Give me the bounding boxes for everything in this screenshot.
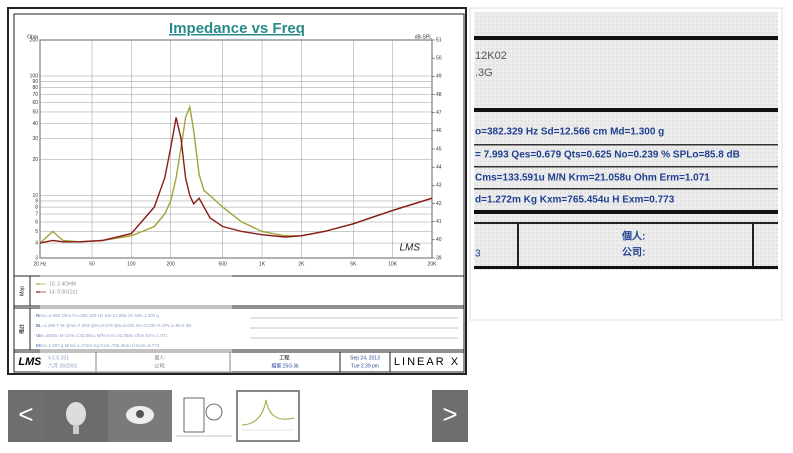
x-tick-label: 500 [218, 261, 227, 267]
prev-icon[interactable]: < [18, 399, 33, 429]
y-tick-label: 3 [35, 255, 38, 261]
x-tick-label: 20 Hz [33, 261, 47, 267]
y-tick-label: 40 [32, 121, 38, 127]
legend-entry: 10: 2.4OHM [49, 281, 76, 287]
y-tick-label: 9 [35, 198, 38, 204]
zoom-divider [752, 224, 754, 266]
y2-tick-label: 50 [436, 55, 442, 61]
zoom-rule [474, 166, 778, 168]
zoom-rule [474, 210, 778, 214]
zoom-text: Cms=133.591u M/N Krm=21.058u Ohm Erm=1.0… [475, 173, 710, 184]
legend-entry: 14: 0.0012x1 [49, 289, 78, 295]
y-tick-label: 90 [32, 79, 38, 85]
y-tick-label: 20 [32, 157, 38, 163]
y-tick-label: 7 [35, 211, 38, 217]
thumbnail[interactable] [172, 390, 236, 442]
y2-tick-label: 48 [436, 92, 442, 98]
zoom-text: o=382.329 Hz Sd=12.566 cm Md=1.300 g [475, 127, 664, 138]
y-tick-label: 30 [32, 136, 38, 142]
notes-label: 備註 [18, 324, 25, 334]
zoom-text: .3G [475, 67, 493, 79]
project: 工程: [279, 354, 290, 361]
x-tick-label: 200 [166, 261, 175, 267]
zoom-rule [474, 36, 778, 40]
x-tick-label: 5K [350, 261, 357, 267]
y2-tick-label: 40 [436, 237, 442, 243]
x-tick-label: 20K [428, 261, 438, 267]
footer [13, 351, 465, 373]
parameter-row: BL=4.286 T·M Qms=7.993 Qes=0.679 Qts=0.6… [36, 323, 191, 328]
y-tick-label: 10 [32, 193, 38, 199]
legend-label: Map [19, 286, 25, 296]
y-tick-label: 5 [35, 229, 38, 235]
thumbnail[interactable] [44, 390, 108, 442]
zoom-company: 公司: [622, 247, 645, 259]
parameter-row: Vas=2936u M Cms=133.591u M/N Krm=21.058u… [36, 333, 168, 338]
version: 4.5.0.331 [48, 355, 69, 361]
y-tick-label: 6 [35, 219, 38, 225]
legend-panel [13, 275, 465, 307]
time: Tue 2:39 pm [351, 363, 379, 369]
y-tick-label: 100 [30, 73, 39, 79]
y2-tick-label: 49 [436, 74, 442, 80]
zoom-text: = 7.993 Qes=0.679 Qts=0.625 No=0.239 % S… [475, 150, 740, 161]
y2-tick-label: 47 [436, 110, 442, 116]
x-tick-label: 50 [89, 261, 95, 267]
chart-title: Impedance vs Freq [169, 20, 305, 37]
y2-tick-label: 51 [436, 37, 442, 43]
zoom-rule [474, 266, 778, 269]
x-tick-label: 100 [127, 261, 136, 267]
x-tick-label: 10K [388, 261, 398, 267]
person: 個人: [154, 354, 165, 361]
magnifier-lens [40, 268, 232, 372]
y2-tick-label: 46 [436, 128, 442, 134]
y-tick-label: 60 [32, 100, 38, 106]
plot-area [39, 39, 433, 259]
notes-panel [13, 307, 465, 351]
y-tick-label: 8 [35, 204, 38, 210]
zoom-person: 個人: [621, 230, 645, 243]
footer-logo: LMS [18, 356, 42, 368]
zoom-rule [474, 222, 778, 224]
y2-tick-label: 39 [436, 255, 442, 261]
y2-tick-label: 44 [436, 164, 442, 170]
x-tick-label: 1K [259, 261, 266, 267]
y-tick-label: 200 [30, 37, 39, 43]
x-tick-label: 2K [298, 261, 305, 267]
y-tick-label: 50 [32, 109, 38, 115]
y2-tick-label: 45 [436, 146, 442, 152]
parameter-row: Mms=1.297 g Mmd=1.272m Kg Kxm=765.454u H… [36, 343, 160, 348]
y2-tick-label: 43 [436, 183, 442, 189]
zoom-text: d=1.272m Kg Kxm=765.454u H Exm=0.773 [475, 195, 675, 206]
company: 公司: [154, 363, 165, 369]
date: Sep 24, 2013 [350, 355, 380, 361]
zoom-image [474, 12, 778, 270]
zoom-rule [474, 188, 778, 190]
y2-tick-label: 41 [436, 219, 442, 225]
impedance-curve [39, 117, 433, 244]
zoom-rule [474, 108, 778, 112]
zoom-divider [517, 224, 519, 266]
prev-button[interactable]: < [8, 390, 44, 442]
zoom-left: 3 [475, 249, 481, 260]
next-button[interactable]: > [432, 390, 468, 442]
y-tick-label: 80 [32, 85, 38, 91]
brand: LINEAR X [394, 356, 460, 368]
thumbnail-selected[interactable] [236, 390, 300, 442]
y-axis-label: Ohm [27, 34, 38, 40]
y2-tick-label: 42 [436, 201, 442, 207]
parameter-row: Revc=4.690 Ohm Fo=382.329 Hz Sd=12.566 c… [36, 313, 159, 318]
build-date: 六月 26/2001 [48, 362, 78, 369]
zoom-text: 12K02 [475, 50, 507, 62]
y-tick-label: 4 [35, 240, 38, 246]
next-icon[interactable]: > [442, 399, 457, 429]
y-tick-label: 70 [32, 92, 38, 98]
thumbnail[interactable] [108, 390, 172, 442]
y2-axis-label: dB-SPL [415, 34, 432, 40]
file: 檔案:25G.lib [271, 362, 298, 369]
watermark: LMS [399, 243, 420, 254]
zoom-rule [474, 144, 778, 146]
